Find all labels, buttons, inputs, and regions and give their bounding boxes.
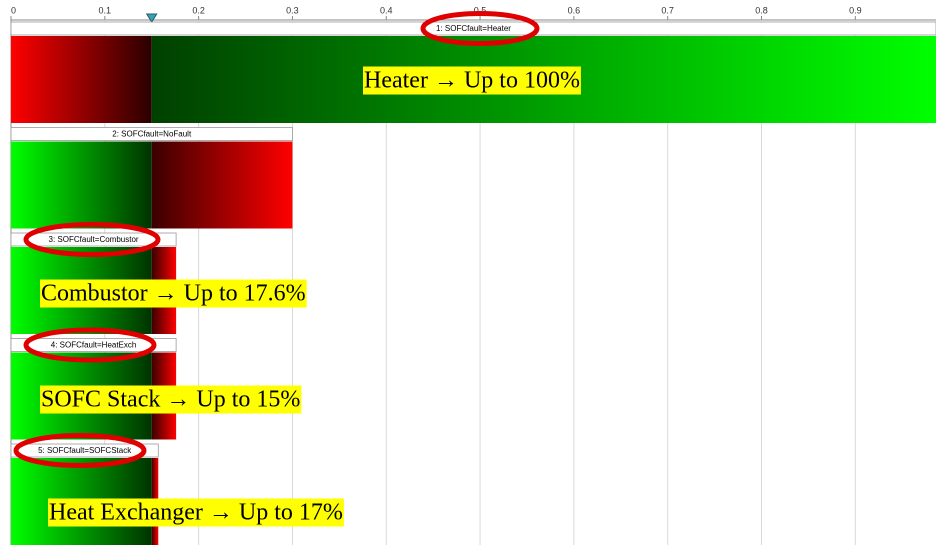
highlight-circle <box>23 222 161 257</box>
annotation: Combustor → Up to 17.6% <box>41 281 306 307</box>
category-label: 3: SOFCfault=Combustor <box>49 235 139 244</box>
x-tick-label: 0.9 <box>849 5 862 15</box>
bar-below-threshold <box>11 36 152 123</box>
category-label: 4: SOFCfault=HeatExch <box>51 341 137 350</box>
category-label: 5: SOFCfault=SOFCStack <box>38 446 132 455</box>
annotation-highlight <box>40 279 307 308</box>
threshold-marker <box>145 13 158 23</box>
x-tick-label: 0.2 <box>192 5 205 15</box>
x-tick-label: 0.6 <box>568 5 581 15</box>
category-label: 2: SOFCfault=NoFault <box>112 130 192 139</box>
label-box <box>10 443 159 458</box>
label-box <box>10 21 936 36</box>
annotation: Heat Exchanger → Up to 17% <box>49 500 343 526</box>
label-box <box>10 127 293 141</box>
x-tick-label: 0 <box>11 5 16 15</box>
highlight-circle <box>23 327 157 363</box>
x-tick-label: 0.8 <box>755 5 768 15</box>
x-tick-label: 0.5 <box>474 5 487 15</box>
label-box <box>10 232 177 247</box>
annotation-highlight <box>363 66 581 95</box>
bar <box>151 141 293 229</box>
annotation: SOFC Stack → Up to 15% <box>41 387 300 413</box>
x-tick-label: 0.7 <box>661 5 674 15</box>
x-tick-label: 0.3 <box>286 5 299 15</box>
annotation-highlight <box>48 498 344 527</box>
annotation: Heater → Up to 100% <box>364 68 580 94</box>
annotation-highlight <box>40 385 302 414</box>
category-label: 1: SOFCfault=Heater <box>436 24 511 33</box>
x-tick-label: 0.4 <box>380 5 393 15</box>
highlight-circle <box>13 433 147 468</box>
label-box <box>10 338 177 352</box>
x-tick-label: 0.1 <box>99 5 112 15</box>
highlight-circle <box>420 11 540 46</box>
bar-below-threshold <box>11 141 152 229</box>
